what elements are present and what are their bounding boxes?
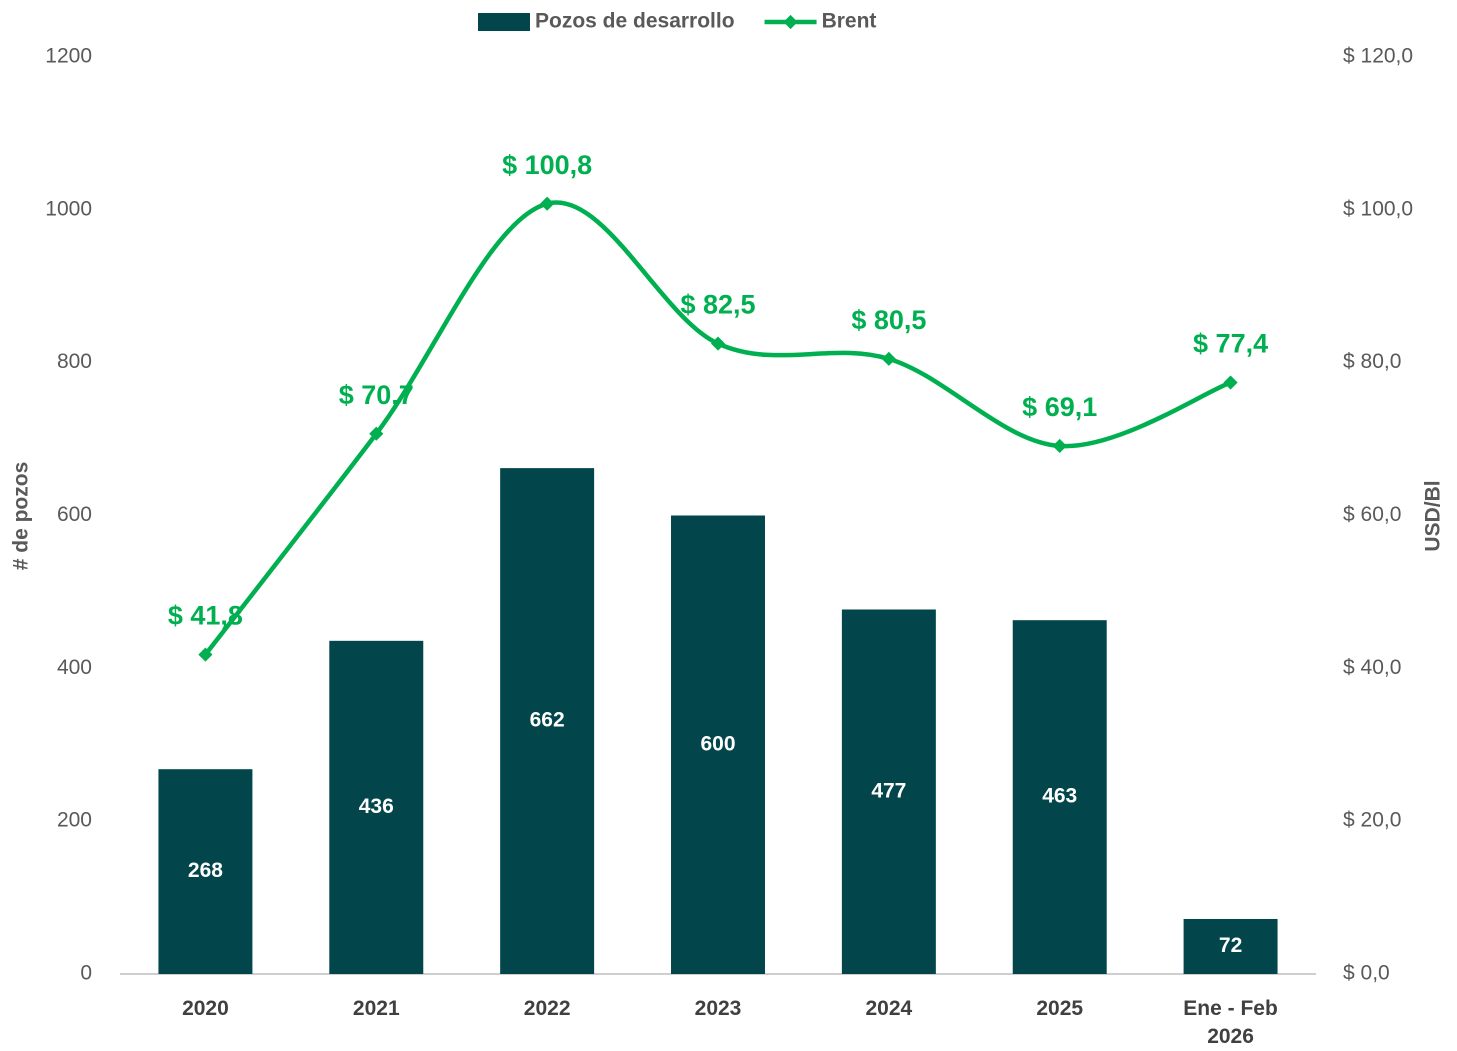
y2-tick-label: $ 0,0: [1343, 962, 1390, 985]
y-axis-label: # de pozos: [10, 462, 33, 571]
data-label: 477: [871, 779, 906, 802]
bar: [1183, 918, 1278, 974]
line-marker: [710, 336, 726, 351]
bar: [329, 640, 424, 974]
y-tick-label: 200: [57, 809, 92, 832]
y-tick-label: 0: [80, 962, 92, 985]
data-label: 662: [530, 709, 565, 732]
y2-tick-label: $ 100,0: [1343, 197, 1413, 220]
x-tick-label: 2020: [182, 997, 229, 1020]
data-label: $ 100,8: [502, 150, 592, 180]
line-marker: [369, 426, 384, 441]
data-label: 72: [1219, 934, 1242, 957]
data-label: 463: [1042, 785, 1077, 808]
x-tick-label: 2024: [865, 997, 913, 1020]
data-label: 600: [700, 732, 735, 755]
y2-tick-label: $ 40,0: [1343, 656, 1401, 679]
data-label: $ 80,5: [851, 305, 926, 335]
legend-label: Brent: [822, 10, 877, 33]
y2-tick-label: $ 60,0: [1343, 503, 1401, 526]
data-label: $ 70,7: [339, 380, 414, 410]
x-tick-label: Ene - Feb 2026: [1183, 997, 1278, 1048]
data-label: $ 41,8: [168, 601, 243, 631]
legend-swatch: [783, 14, 798, 30]
data-label: 436: [359, 795, 394, 818]
data-label: $ 69,1: [1022, 392, 1097, 422]
legend-label: Pozos de desarrollo: [535, 10, 735, 33]
y-tick-label: 1200: [45, 45, 92, 68]
line-marker: [198, 647, 213, 662]
x-tick-label: 2021: [352, 997, 400, 1020]
legend-swatch: [478, 13, 530, 31]
y2-tick-label: $ 120,0: [1343, 45, 1413, 68]
x-tick-label: 2023: [694, 997, 742, 1020]
line-marker: [1223, 375, 1238, 390]
data-label: $ 82,5: [680, 290, 755, 320]
y-tick-label: 1000: [45, 197, 92, 220]
y-tick-label: 400: [57, 656, 92, 679]
y2-tick-label: $ 20,0: [1343, 809, 1401, 832]
bar: [500, 468, 595, 974]
y2-tick-label: $ 80,0: [1343, 350, 1401, 373]
line-marker: [1052, 438, 1067, 454]
data-label: $ 77,4: [1193, 329, 1268, 359]
bar: [671, 515, 765, 974]
x-tick-label: 2022: [523, 997, 571, 1020]
y-tick-label: 800: [57, 350, 92, 373]
x-tick-label: 2025: [1036, 997, 1084, 1020]
y-tick-label: 600: [57, 503, 92, 526]
line-marker: [540, 196, 555, 211]
line-marker: [881, 351, 896, 366]
bar: [841, 609, 936, 974]
y2-axis-label: USD/Bl: [1422, 480, 1445, 551]
bar: [1012, 620, 1107, 974]
data-label: 268: [188, 859, 223, 882]
bar: [158, 769, 253, 974]
